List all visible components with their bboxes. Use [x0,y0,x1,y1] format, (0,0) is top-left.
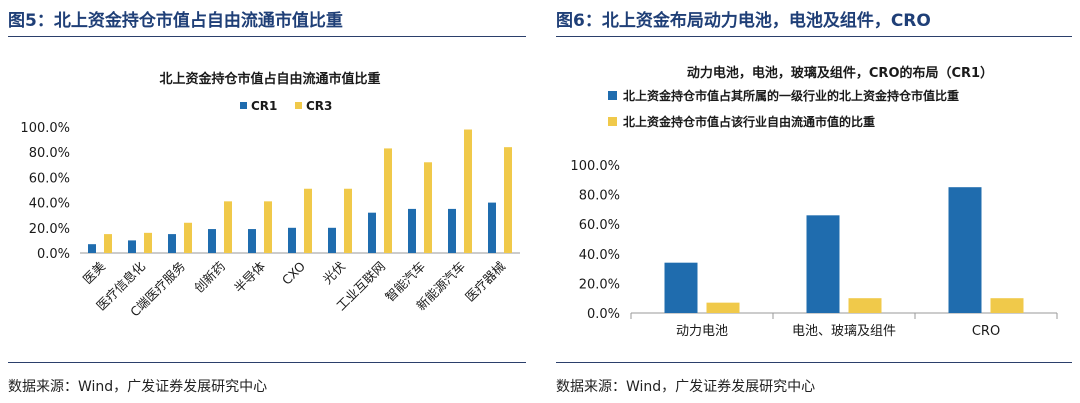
y-tick-label: 80.0% [29,146,70,161]
bar-cr3-1 [144,232,152,253]
bar-cr1-2 [168,234,176,253]
legend-label-series-1: 北上资金持仓市值占其所属的一级行业的北上资金持仓市值比重 [623,88,959,103]
figure-5-title-rule [8,36,526,37]
bar-cr3-6 [344,188,352,253]
chart-figure-6: 动力电池，电池，玻璃及组件，CRO的布局（CR1） 北上资金持仓市值占其所属的一级… [570,65,1058,339]
figure-5-source: 数据来源：Wind，广发证券发展研究中心 [8,379,268,395]
bar-cr3-2 [184,222,192,253]
x-tick-label: 光伏 [320,258,349,287]
bar-cr1-6 [328,227,336,253]
figure-5-title: 图5：北上资金持仓市值占自由流通市值比重 [8,11,343,31]
figure-6-title: 图6：北上资金布局动力电池，电池及组件，CRO [556,11,931,31]
bar-cr1-5 [288,227,296,253]
bar-cr1-4 [248,229,256,253]
bar-cr1-3 [208,229,216,253]
bar-cr1-10 [488,202,496,253]
bar-series-1-1 [806,215,840,313]
bar-series-2-1 [848,298,882,313]
x-tick-label: 动力电池 [676,324,728,339]
x-tick-label: CRO [972,324,1000,339]
chart-title: 北上资金持仓市值占自由流通市值比重 [159,71,380,87]
bar-cr3-7 [384,148,392,253]
bar-cr1-1 [128,240,136,253]
bar-cr1-8 [408,208,416,253]
bar-series-1-0 [664,262,698,313]
bar-cr1-0 [88,244,96,253]
legend-label-series-2: 北上资金持仓市值占该行业自由流通市值的比重 [623,114,875,129]
bar-cr3-9 [464,129,472,253]
y-tick-label: 40.0% [29,197,70,212]
bar-cr3-5 [304,188,312,253]
figure-5-bottom-rule [8,362,526,363]
y-tick-label: 80.0% [579,189,620,204]
x-tick-label: 创新药 [191,259,228,296]
figure-6-source: 数据来源：Wind，广发证券发展研究中心 [556,379,816,395]
bar-cr3-10 [504,147,512,253]
y-tick-label: 40.0% [579,248,620,263]
x-tick-label: 电池、玻璃及组件 [792,324,896,339]
bar-cr3-4 [264,201,272,253]
y-tick-label: 60.0% [29,171,70,186]
y-tick-label: 100.0% [20,121,70,136]
y-tick-label: 60.0% [579,218,620,233]
bar-cr3-8 [424,162,432,253]
figure-6-bottom-rule [556,362,1072,363]
x-tick-label: 医疗器械 [462,258,508,304]
bar-series-2-2 [990,298,1024,313]
legend-label-cr1: CR1 [251,99,277,113]
bar-cr3-0 [104,234,112,253]
figure-6-title-rule [556,36,1072,37]
bar-cr1-9 [448,208,456,253]
x-tick-label: CXO [279,258,308,287]
y-tick-label: 100.0% [570,159,620,174]
bar-cr3-3 [224,201,232,253]
legend-swatch-cr1 [240,102,247,109]
bar-series-2-0 [706,302,740,313]
x-tick-label: 半导体 [231,258,268,295]
legend-swatch-cr3 [295,102,302,109]
legend-swatch-series-2 [608,117,617,126]
chart-figure-5: 北上资金持仓市值占自由流通市值比重 CR1 CR3 0.0% 20.0% 40.0% 60.… [20,71,520,319]
legend-label-cr3: CR3 [306,99,332,113]
y-tick-label: 0.0% [587,307,620,322]
y-tick-label: 0.0% [37,247,70,262]
y-tick-label: 20.0% [29,222,70,237]
bar-cr1-7 [368,212,376,253]
bar-series-1-2 [948,187,982,313]
y-tick-label: 20.0% [579,277,620,292]
chart-title: 动力电池，电池，玻璃及组件，CRO的布局（CR1） [687,65,993,81]
legend-swatch-series-1 [608,91,617,100]
x-tick-label: 医美 [80,259,108,287]
